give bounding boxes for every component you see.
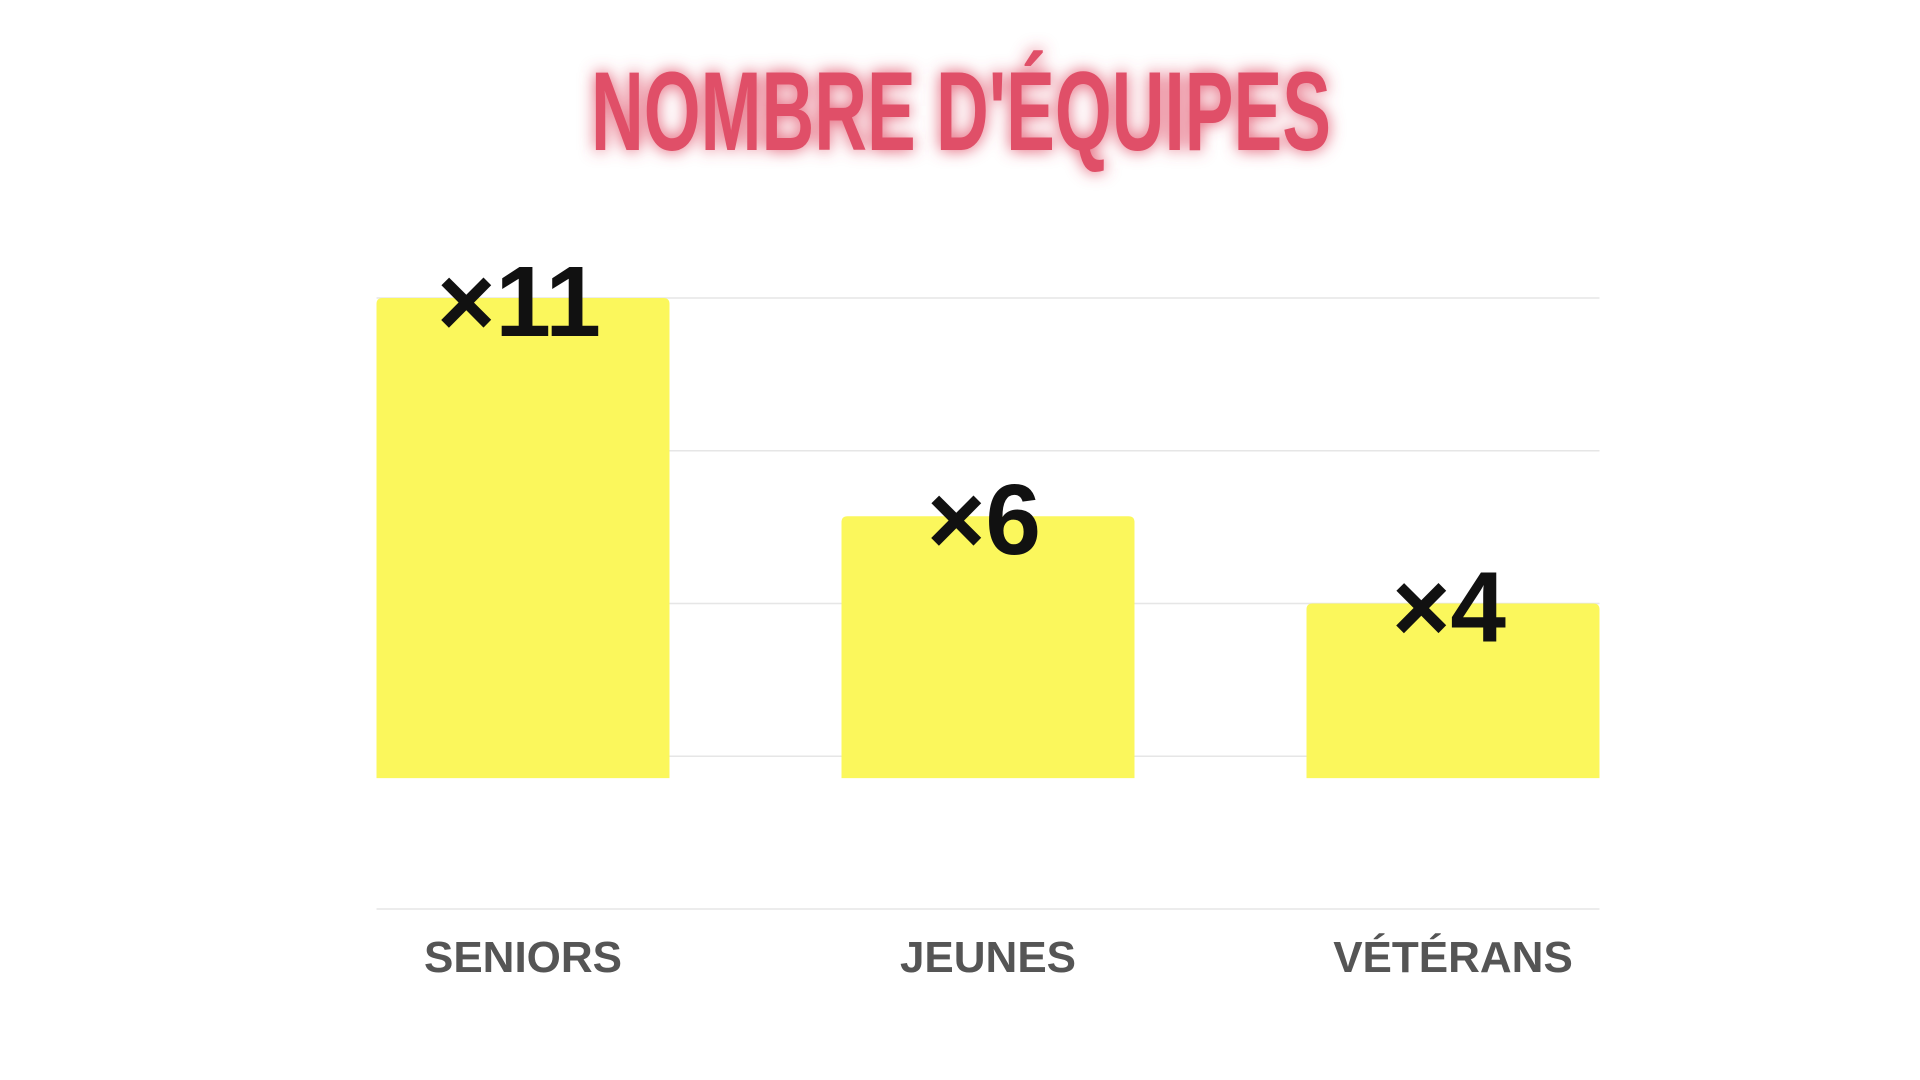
bar	[376, 298, 670, 779]
x-tick-label: VÉTÉRANS	[1333, 932, 1573, 982]
value-label: ×4	[1392, 552, 1506, 664]
chart-title: NOMBRE D'ÉQUIPES	[591, 49, 1331, 174]
bar	[841, 516, 1135, 779]
value-label: ×11	[437, 246, 601, 358]
x-tick-label: JEUNES	[900, 933, 1076, 982]
x-tick-label: SENIORS	[424, 933, 622, 982]
bar	[1306, 603, 1600, 779]
value-label: ×6	[927, 464, 1041, 576]
